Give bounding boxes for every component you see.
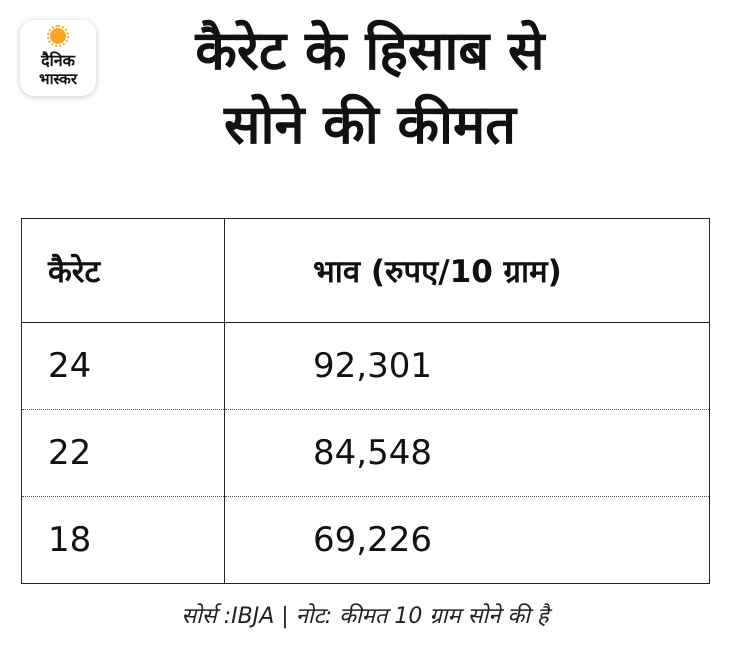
- karat-cell: 18: [21, 496, 225, 584]
- title-line-2: सोने की कीमत: [223, 93, 517, 156]
- table-row: 24 92,301: [21, 322, 710, 410]
- page-title: कैरेट के हिसाब से सोने की कीमत: [110, 14, 630, 162]
- table-header-row: कैरेट भाव (रुपए/10 ग्राम): [21, 218, 710, 323]
- price-cell: 69,226: [224, 496, 710, 584]
- price-cell: 92,301: [313, 346, 432, 386]
- title-line-1: कैरेट के हिसाब से: [195, 19, 545, 82]
- table-row: 18 69,226: [21, 496, 710, 584]
- source-footnote: सोर्स :IBJA | नोट: कीमत 10 ग्राम सोने की…: [181, 604, 549, 629]
- header-karat: कैरेट: [21, 218, 225, 323]
- gold-price-table: कैरेट भाव (रुपए/10 ग्राम) 24 92,301 22 8…: [21, 218, 710, 584]
- logo-line-1: दैनिक: [41, 51, 75, 70]
- karat-cell: 24: [21, 322, 225, 410]
- header-price: भाव (रुपए/10 ग्राम): [224, 218, 710, 323]
- logo-line-2: भास्कर: [39, 70, 77, 88]
- dainik-bhaskar-logo: दैनिक भास्कर: [20, 20, 96, 96]
- karat-cell: 22: [21, 409, 225, 497]
- price-cell: 84,548: [224, 409, 710, 497]
- sun-icon: [47, 25, 69, 47]
- table-row: 22 84,548: [21, 409, 710, 497]
